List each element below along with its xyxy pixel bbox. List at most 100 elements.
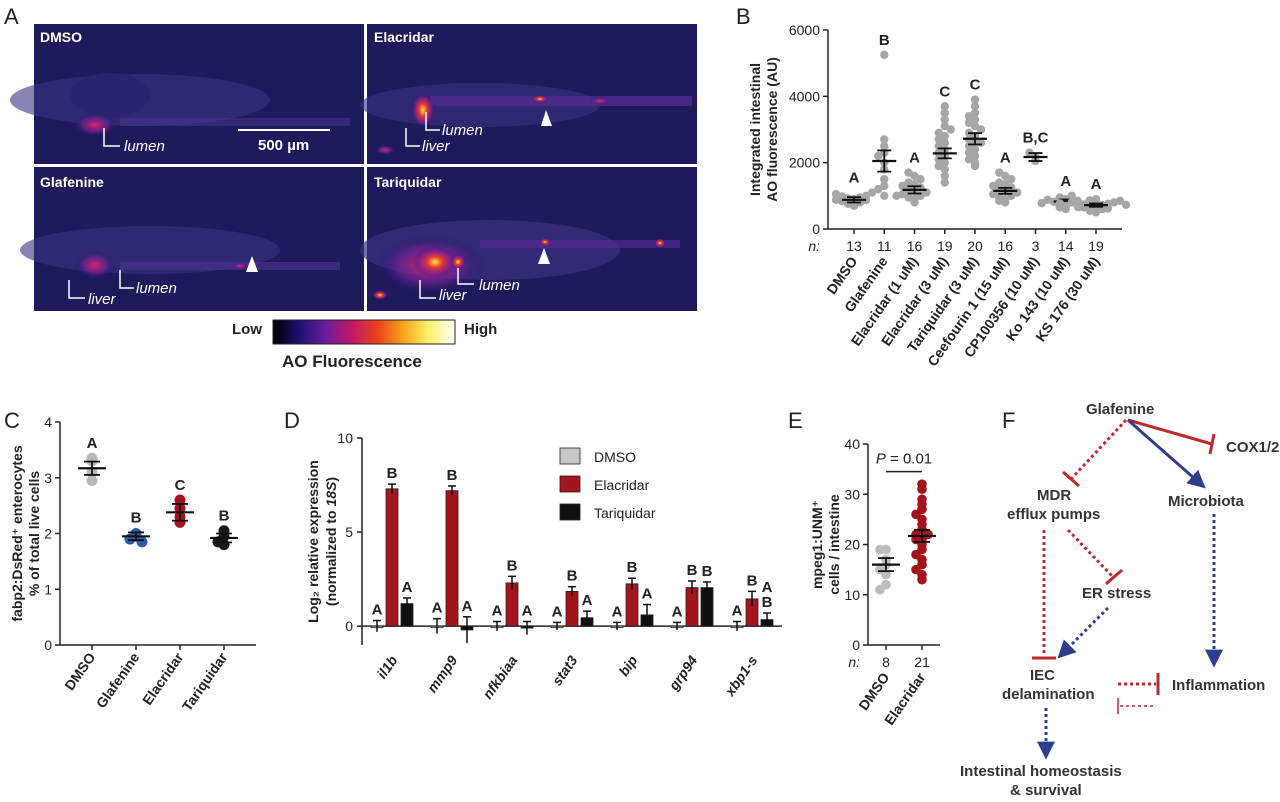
data-point	[904, 178, 913, 187]
micrograph-elacridar: Elacridar lumen liver	[360, 24, 697, 164]
node-cox: COX1/2	[1226, 439, 1279, 456]
data-point	[995, 168, 1004, 177]
group-letter: B	[627, 559, 638, 576]
data-point	[880, 50, 889, 60]
node-mdr-line2: efflux pumps	[1007, 506, 1100, 523]
data-point	[940, 121, 949, 131]
panel-e: E 0 10 20 30 40 mpeg1:UNM⁺ cells / intestine 8D…	[788, 408, 940, 728]
group-letter: B	[747, 572, 758, 589]
arrowhead-marker	[246, 256, 258, 272]
group-letter: A	[432, 600, 443, 617]
group-letter: A	[1000, 150, 1011, 167]
lumen-pointer	[119, 270, 134, 289]
y-tick-label: 2	[44, 526, 52, 542]
data-point	[875, 584, 885, 595]
edge-glafenine-mdr-bar	[1062, 470, 1080, 488]
data-point	[940, 102, 949, 111]
legend-swatch	[559, 475, 581, 493]
group-letter: B	[507, 557, 518, 574]
colorbar-high: High	[464, 321, 497, 338]
data-point	[136, 536, 148, 548]
group-letter: C	[970, 77, 981, 94]
group-letter: A	[522, 602, 533, 619]
data-point	[874, 151, 883, 161]
data-point	[1055, 199, 1065, 208]
bar	[565, 590, 579, 627]
data-point	[940, 108, 949, 118]
group-letter: A	[612, 603, 623, 620]
group-letter: A	[732, 602, 743, 619]
group-letter: A	[402, 579, 413, 596]
x-tick-label: il1b	[374, 652, 401, 681]
node-glafenine: Glafenine	[1086, 401, 1154, 418]
data-point	[880, 175, 889, 184]
group-letter: A	[1091, 176, 1102, 193]
colorbar-label: AO Fluorescence	[282, 352, 422, 371]
y-tick-label: 0	[44, 637, 52, 653]
group-letter: B	[762, 594, 773, 611]
n-value: 3	[1032, 238, 1040, 254]
reference-gene: 18S	[323, 481, 339, 507]
data-point	[940, 115, 949, 124]
y-tick-label: 40	[844, 436, 860, 452]
edge-glafenine-cox	[1127, 418, 1213, 446]
x-tick-label: nfkbiaa	[479, 652, 520, 702]
y-tick-label: 3	[44, 470, 52, 486]
data-point	[867, 188, 877, 197]
n-value: 16	[907, 238, 923, 254]
x-tick-label: xbp1-s	[721, 652, 761, 699]
y-tick-label: 4	[44, 414, 52, 430]
bar	[625, 583, 639, 627]
panel-f-label: F	[1002, 408, 1015, 433]
group-letter: A	[87, 435, 98, 452]
y-axis-label: Log₂ relative expression	[305, 460, 321, 623]
group-letter: B	[702, 563, 713, 580]
micrograph-tariquidar-liver: liver	[439, 287, 468, 304]
y-tick-label: 0	[812, 221, 820, 237]
group-letter: B	[687, 562, 698, 579]
p-value-symbol: P	[876, 451, 886, 468]
data-point	[970, 95, 980, 104]
y-axis-label: cells / intestine	[826, 494, 842, 595]
x-tick-label: stat3	[549, 652, 581, 688]
micrograph-glafenine-title: Glafenine	[40, 174, 104, 190]
micrograph-tariquidar: Tariquidar liver lumen	[360, 167, 697, 311]
group-letter: A	[849, 170, 860, 187]
n-value: 16	[997, 238, 1013, 254]
micrograph-dmso-title: DMSO	[40, 29, 82, 45]
micrograph-elacridar-liver: liver	[422, 138, 451, 155]
liver-pointer	[68, 280, 85, 299]
y-tick-label: 6000	[789, 22, 820, 38]
data-point	[964, 155, 974, 164]
edge-mdr-er	[1066, 528, 1116, 580]
group-letter: B	[387, 465, 398, 482]
group-letter: A	[672, 603, 683, 620]
p-value-label: P = 0.01	[876, 451, 932, 468]
panel-f: F Glafenine COX1/2 MDR efflux pumps Micr…	[960, 401, 1279, 799]
data-point	[995, 178, 1004, 187]
n-value: 20	[967, 238, 983, 254]
micrograph-glafenine-lumen: lumen	[136, 280, 177, 297]
node-homeostasis-line2: & survival	[1010, 782, 1082, 797]
y-tick-label: 1	[44, 581, 52, 597]
x-tick-label: DMSO	[855, 669, 892, 713]
lumen-pointer	[103, 128, 120, 147]
x-tick-label: bip	[615, 652, 640, 679]
data-point	[1115, 196, 1125, 206]
n-value: 8	[882, 654, 890, 670]
legend-swatch	[559, 447, 581, 465]
y-tick-label: 20	[844, 537, 860, 553]
group-letter: B	[219, 508, 230, 525]
data-point	[881, 569, 891, 580]
data-point	[934, 128, 943, 138]
node-er-stress: ER stress	[1082, 585, 1151, 602]
panel-e-label: E	[788, 408, 803, 433]
legend-label: Elacridar	[594, 477, 650, 493]
group-letter: A	[762, 579, 773, 596]
group-letter: B	[567, 568, 578, 585]
data-point	[917, 484, 927, 495]
data-point	[940, 178, 949, 187]
data-point	[1037, 198, 1046, 208]
data-point	[892, 191, 901, 201]
